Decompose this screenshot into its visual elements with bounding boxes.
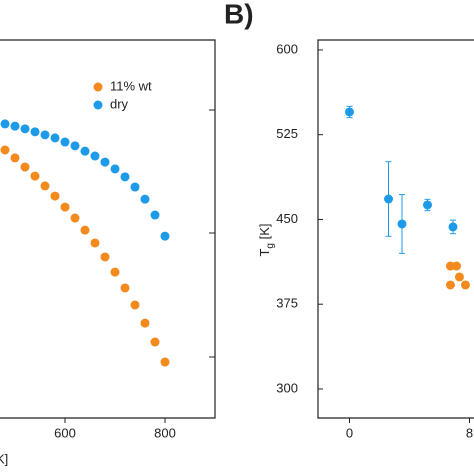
point <box>140 318 150 328</box>
point <box>110 267 120 277</box>
point <box>30 127 40 137</box>
point <box>445 280 455 290</box>
point <box>448 222 458 232</box>
point <box>160 231 170 241</box>
point <box>90 238 100 248</box>
y-tick-label: 600 <box>276 41 298 56</box>
axes-frame <box>317 39 474 419</box>
point <box>130 182 140 192</box>
point <box>80 146 90 156</box>
point <box>60 137 70 147</box>
y-tick-label: 375 <box>276 296 298 311</box>
x-tick-label: 8 <box>466 425 473 440</box>
y-tick-label: 450 <box>276 211 298 226</box>
point <box>423 200 432 210</box>
point <box>140 194 150 204</box>
y-label-sub: g <box>265 243 276 249</box>
point <box>345 107 354 117</box>
point <box>0 145 10 155</box>
legend-label: 11% wt <box>110 78 152 93</box>
y-tick-label: 300 <box>276 380 298 395</box>
plot-area <box>345 105 470 290</box>
panel-a: K] <box>0 39 216 466</box>
point <box>100 157 110 167</box>
point <box>20 162 30 172</box>
legend-marker <box>93 100 103 110</box>
point <box>90 151 100 161</box>
plot-area <box>0 119 170 367</box>
point <box>0 119 10 129</box>
point <box>50 133 60 143</box>
x-tick-label: 600 <box>54 425 76 440</box>
point <box>120 172 130 182</box>
point <box>10 153 20 163</box>
x-axis-label: K] <box>0 451 8 466</box>
point <box>100 252 110 262</box>
point <box>120 283 130 293</box>
point <box>451 261 461 271</box>
point <box>60 202 70 212</box>
y-tick-label: 525 <box>276 126 298 141</box>
point <box>110 164 120 174</box>
point <box>70 213 80 223</box>
point <box>30 171 40 181</box>
point <box>397 219 407 229</box>
point <box>80 225 90 235</box>
point <box>160 357 170 367</box>
legend-label: dry <box>110 96 129 111</box>
point <box>150 337 160 347</box>
point <box>150 210 160 220</box>
x-tick-label: 800 <box>154 425 176 440</box>
point <box>460 280 470 290</box>
y-label-unit: [K] <box>257 223 272 243</box>
point <box>40 181 50 191</box>
y-label-main: T <box>257 249 272 257</box>
point <box>130 300 140 310</box>
panel-title: B) <box>224 0 254 29</box>
point <box>454 272 464 282</box>
point <box>50 191 60 201</box>
point <box>10 121 20 131</box>
panel-b: B) Tg [K] <box>224 0 474 419</box>
point <box>20 124 30 134</box>
point <box>70 141 80 151</box>
y-axis-label: Tg [K] <box>257 223 275 256</box>
point <box>40 130 50 140</box>
x-tick-label: 0 <box>346 425 353 440</box>
legend-marker <box>93 82 103 92</box>
axes-frame <box>0 39 216 419</box>
point <box>384 194 393 204</box>
